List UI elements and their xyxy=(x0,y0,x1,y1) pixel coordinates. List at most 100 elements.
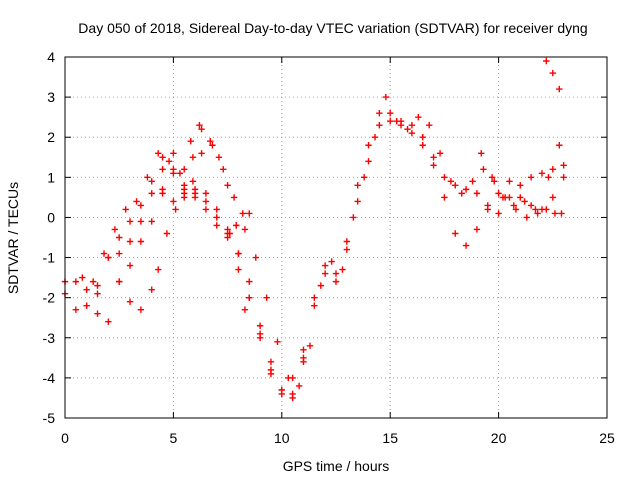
data-point xyxy=(306,342,314,349)
data-point xyxy=(430,162,437,169)
data-point xyxy=(144,174,151,181)
y-tick-label: -2 xyxy=(43,290,56,306)
data-point xyxy=(246,278,253,285)
data-point xyxy=(419,134,426,141)
series-arc-3 xyxy=(79,93,563,390)
data-point xyxy=(510,202,517,209)
data-point xyxy=(187,138,194,145)
data-point xyxy=(387,117,394,125)
data-point xyxy=(549,194,556,201)
data-point xyxy=(89,278,97,285)
data-point xyxy=(289,374,296,382)
data-point xyxy=(220,166,227,173)
data-point xyxy=(198,126,205,133)
data-point xyxy=(404,126,411,133)
data-point xyxy=(545,174,552,181)
data-point xyxy=(523,214,530,221)
data-point xyxy=(224,234,231,241)
data-point xyxy=(430,154,437,161)
data-point xyxy=(79,274,86,281)
data-point xyxy=(159,154,166,161)
data-point xyxy=(436,150,444,157)
x-tick-label: 20 xyxy=(491,430,507,446)
y-tick-label: 2 xyxy=(47,129,55,145)
data-point xyxy=(246,210,253,217)
y-tick-label: 0 xyxy=(47,209,55,225)
y-tick-label: -4 xyxy=(43,370,56,386)
data-point xyxy=(239,210,246,217)
data-point xyxy=(376,109,383,117)
data-point xyxy=(558,210,565,217)
data-point xyxy=(311,294,318,301)
data-point xyxy=(343,238,351,245)
data-point xyxy=(534,210,541,217)
data-point xyxy=(235,250,242,257)
data-point xyxy=(478,150,485,157)
data-point xyxy=(447,178,455,185)
data-point xyxy=(191,186,199,193)
data-point xyxy=(289,390,296,398)
data-point xyxy=(126,218,134,225)
data-point xyxy=(521,198,528,205)
data-point xyxy=(181,190,188,197)
data-point xyxy=(452,230,459,237)
data-point xyxy=(224,182,231,189)
data-point xyxy=(360,174,368,181)
data-point xyxy=(458,190,465,197)
data-point xyxy=(202,190,210,197)
data-point xyxy=(549,69,556,77)
data-point xyxy=(133,198,140,205)
data-point xyxy=(371,134,379,141)
data-point xyxy=(538,170,546,177)
data-point xyxy=(491,178,498,185)
data-point xyxy=(462,242,470,249)
data-point xyxy=(488,174,496,181)
data-point xyxy=(376,121,383,129)
chart-title: Day 050 of 2018, Sidereal Day-to-day VTE… xyxy=(78,20,587,36)
data-point xyxy=(560,162,567,169)
data-points xyxy=(61,57,567,402)
data-point xyxy=(94,290,101,297)
data-point xyxy=(181,166,188,173)
data-point xyxy=(473,190,481,197)
data-point xyxy=(365,142,372,149)
data-point xyxy=(415,113,422,121)
data-point xyxy=(543,57,550,65)
data-point xyxy=(274,338,281,345)
data-point xyxy=(209,142,216,149)
data-point xyxy=(155,266,162,273)
data-point xyxy=(332,278,340,285)
data-point xyxy=(198,150,205,157)
data-point xyxy=(321,262,329,269)
series-arc-10 xyxy=(543,57,563,93)
data-point xyxy=(100,250,108,257)
data-point xyxy=(202,198,210,205)
data-point xyxy=(83,286,90,293)
data-point xyxy=(196,121,203,129)
data-point xyxy=(235,266,242,273)
series-arc-8 xyxy=(226,210,253,237)
data-point xyxy=(122,206,129,213)
data-point xyxy=(126,262,134,269)
data-point xyxy=(170,198,177,205)
data-point xyxy=(126,238,134,245)
data-point xyxy=(116,250,123,257)
data-point xyxy=(339,266,346,273)
data-point xyxy=(527,202,535,209)
data-point xyxy=(560,174,567,181)
y-tick-label: -3 xyxy=(43,330,56,346)
axis-ticks xyxy=(64,56,608,419)
y-tick-label: -1 xyxy=(43,250,56,266)
data-point xyxy=(72,278,80,285)
data-point xyxy=(512,206,520,213)
data-point xyxy=(94,310,101,317)
y-axis-label: SDTVAR / TECUs xyxy=(5,182,21,294)
data-point xyxy=(484,206,491,213)
data-point xyxy=(300,354,307,362)
data-point xyxy=(230,194,238,201)
data-point xyxy=(256,334,264,341)
data-point xyxy=(126,298,134,305)
y-tick-label: 3 xyxy=(47,89,55,105)
data-point xyxy=(441,174,448,181)
